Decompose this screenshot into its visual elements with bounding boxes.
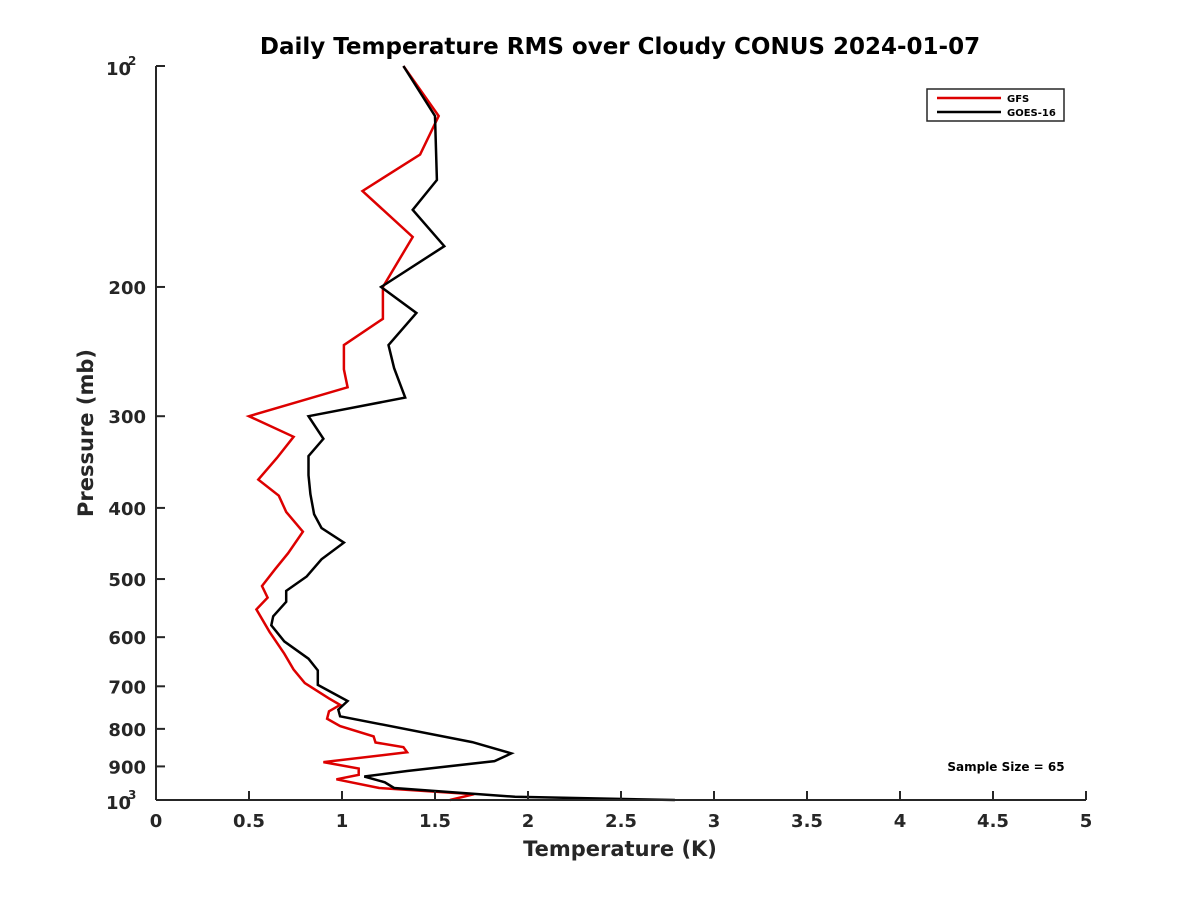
x-tick-label: 3.5: [791, 811, 823, 832]
series-line-goes-16: [269, 65, 675, 802]
x-tick-label: 5: [1080, 811, 1093, 832]
y-tick-label-power: 102: [106, 54, 136, 80]
y-tick-exponent: 2: [128, 54, 136, 68]
axes-layer: 0 0.5 1 1.5 2 2.5 3 3.5 4 4.5 51022003004005006007…: [106, 54, 1092, 832]
y-tick-exponent: 3: [128, 788, 136, 802]
series-layer: [245, 65, 675, 802]
x-tick-label: 3: [708, 811, 721, 832]
y-tick-label: 200: [108, 278, 146, 299]
x-tick-label: 4: [894, 811, 907, 832]
y-tick-label: 900: [108, 757, 146, 778]
x-tick-label: 2.5: [605, 811, 637, 832]
y-tick-base: 10: [106, 793, 131, 814]
x-tick-label: 0: [150, 811, 163, 832]
x-tick-label: 1: [336, 811, 349, 832]
y-tick-label: 300: [108, 407, 146, 428]
y-tick-label: 500: [108, 570, 146, 591]
y-axis-label: Pressure (mb): [74, 349, 98, 517]
y-tick-label: 400: [108, 499, 146, 520]
series-line-gfs: [245, 65, 475, 802]
y-tick-label: 800: [108, 720, 146, 741]
x-tick-label: 2: [522, 811, 535, 832]
x-tick-label: 4.5: [977, 811, 1009, 832]
legend: GFS GOES-16: [926, 88, 1065, 122]
legend-box: [926, 88, 1065, 122]
y-tick-label-power: 103: [106, 788, 136, 814]
y-tick-label: 600: [108, 628, 146, 649]
chart-title: Daily Temperature RMS over Cloudy CONUS …: [260, 34, 980, 60]
legend-label: GFS: [1007, 94, 1029, 105]
legend-label: GOES-16: [1007, 108, 1056, 119]
y-tick-base: 10: [106, 59, 131, 80]
x-tick-label: 1.5: [419, 811, 451, 832]
sample-size-annotation: Sample Size = 65: [947, 760, 1064, 774]
x-axis-label: Temperature (K): [523, 837, 717, 861]
y-tick-label: 700: [108, 677, 146, 698]
x-tick-label: 0.5: [233, 811, 265, 832]
